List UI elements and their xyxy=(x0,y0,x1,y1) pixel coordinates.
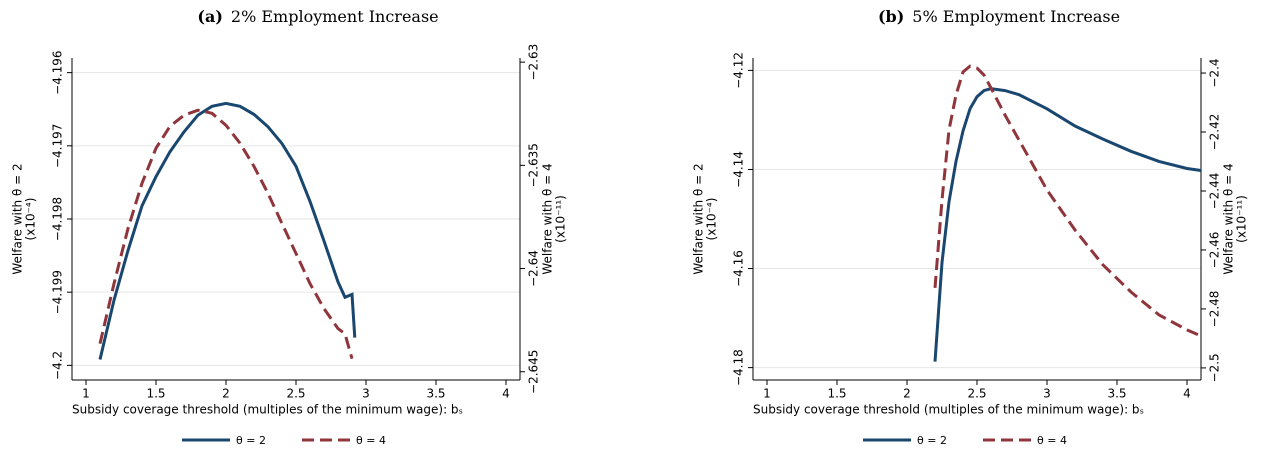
axis-label: (x10⁻⁴) xyxy=(24,198,38,241)
x-tick-label: 1 xyxy=(82,387,90,401)
axis-label: Welfare with θ = 2 xyxy=(11,163,25,274)
title-text: 5% Employment Increase xyxy=(912,7,1120,26)
series-line xyxy=(98,108,354,360)
y-tick-label: −4.197 xyxy=(51,124,65,168)
y2-tick-label: −2.46 xyxy=(1208,232,1222,269)
y-tick-label: −4.12 xyxy=(732,52,746,89)
y-tick-label: −4.199 xyxy=(51,270,65,314)
y2-tick-label: −2.64 xyxy=(527,250,541,287)
y-tick-label: −4.14 xyxy=(732,151,746,188)
x-tick-label: 1.5 xyxy=(827,387,846,401)
y2-tick-label: −2.5 xyxy=(1208,353,1222,382)
y2-tick-label: −2.4 xyxy=(1208,58,1222,87)
x-tick-label: 3.5 xyxy=(1107,387,1126,401)
axis-label: (x10⁻¹¹) xyxy=(1235,195,1249,243)
y2-tick-label: −2.63 xyxy=(527,44,541,81)
series-line xyxy=(933,64,1202,338)
title-text: 2% Employment Increase xyxy=(231,7,439,26)
axis-label: Welfare with θ = 2 xyxy=(692,163,706,274)
y2-tick-label: −2.635 xyxy=(527,143,541,187)
x-tick-label: 2 xyxy=(903,387,911,401)
x-tick-label: 1 xyxy=(763,387,771,401)
y-tick-label: −4.16 xyxy=(732,250,746,287)
x-tick-label: 2.5 xyxy=(286,387,305,401)
axis-label: Welfare with θ = 4 xyxy=(541,163,555,274)
axis-label: (x10⁻¹¹) xyxy=(554,195,568,243)
x-axis-label: Subsidy coverage threshold (multiples of… xyxy=(72,403,463,417)
panel-label: (a) xyxy=(197,7,223,26)
axis-label: Welfare with θ = 4 xyxy=(1222,163,1236,274)
panel-label: (b) xyxy=(878,7,904,26)
y-tick-label: −4.196 xyxy=(51,50,65,94)
y-tick-label: −4.2 xyxy=(51,351,65,380)
x-tick-label: 2.5 xyxy=(967,387,986,401)
x-tick-label: 3 xyxy=(1043,387,1051,401)
chart-title: (a) 2% Employment Increase xyxy=(197,7,438,26)
legend-label: θ = 2 xyxy=(917,434,947,447)
x-axis-label: Subsidy coverage threshold (multiples of… xyxy=(753,403,1144,417)
x-tick-label: 3.5 xyxy=(426,387,445,401)
y2-tick-label: −2.42 xyxy=(1208,114,1222,151)
y-tick-label: −4.198 xyxy=(51,197,65,241)
x-tick-label: 4 xyxy=(1183,387,1191,401)
y-tick-label: −4.18 xyxy=(732,349,746,386)
x-tick-label: 2 xyxy=(222,387,230,401)
series-line xyxy=(98,101,357,360)
x-tick-label: 4 xyxy=(502,387,510,401)
axis-label: (x10⁻⁴) xyxy=(705,198,719,241)
x-tick-label: 1.5 xyxy=(146,387,165,401)
x-tick-label: 3 xyxy=(362,387,370,401)
y2-tick-label: −2.48 xyxy=(1208,291,1222,328)
legend-label: θ = 4 xyxy=(1037,434,1067,447)
y2-tick-label: −2.44 xyxy=(1208,173,1222,210)
legend-label: θ = 4 xyxy=(356,434,386,447)
chart-title: (b) 5% Employment Increase xyxy=(878,7,1120,26)
series-line xyxy=(933,87,1202,362)
legend-label: θ = 2 xyxy=(236,434,266,447)
y2-tick-label: −2.645 xyxy=(527,350,541,394)
